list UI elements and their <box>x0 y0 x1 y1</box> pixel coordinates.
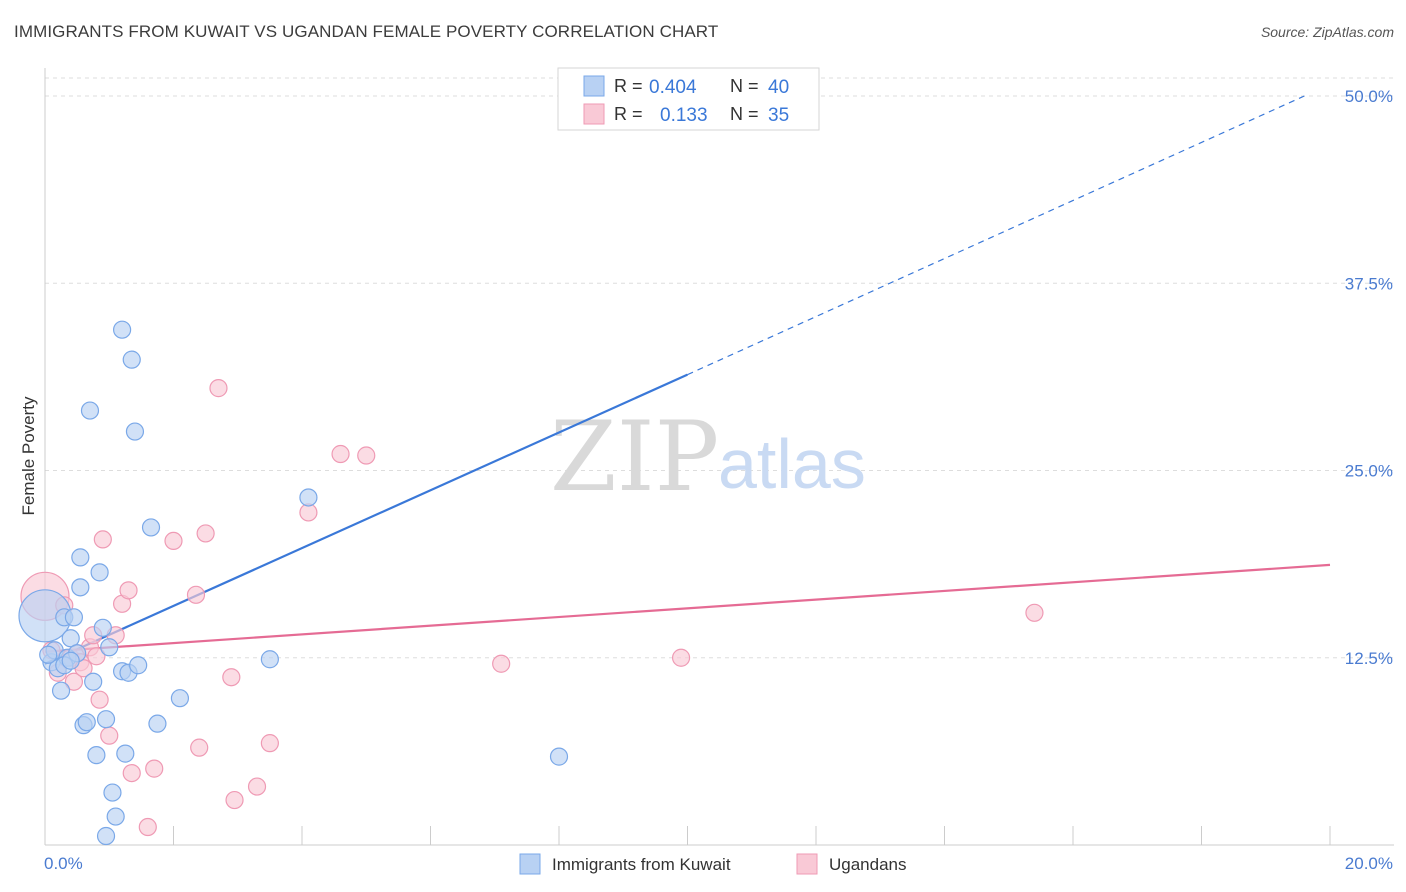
stats-n-value-kuwait: 40 <box>768 77 789 98</box>
point-ugandans <box>164 531 183 551</box>
x-tick-labels: 0.0% 20.0% <box>44 854 1393 873</box>
point-ugandans <box>87 647 106 666</box>
point-ugandans <box>492 654 511 673</box>
point-ugandans <box>93 530 112 549</box>
y-tick-label: 37.5% <box>1345 274 1393 293</box>
point-kuwait <box>549 747 569 766</box>
stats-r-value-kuwait: 0.404 <box>649 77 697 98</box>
point-ugandans <box>1025 603 1044 622</box>
point-kuwait <box>39 645 58 664</box>
point-kuwait <box>299 488 318 507</box>
point-kuwait <box>122 350 141 369</box>
watermark-zip: ZIP <box>550 401 719 513</box>
stats-r-label-kuwait: R = <box>614 76 643 96</box>
trend-line-kuwait-extension <box>687 95 1305 376</box>
point-kuwait <box>61 629 80 648</box>
point-ugandans <box>122 763 141 783</box>
y-axis-label: Female Poverty <box>19 396 38 516</box>
point-ugandans <box>196 524 215 543</box>
axes <box>44 68 1394 846</box>
trend-line-ugandans <box>44 563 1331 653</box>
trend-line-kuwait <box>44 373 688 665</box>
stats-legend-box: R = 0.404 N = 40 R = 0.133 N = 35 <box>557 67 820 131</box>
legend-swatch-ugandans[interactable] <box>796 853 818 875</box>
y-tick-labels: 12.5% 25.0% 37.5% 50.0% <box>1345 87 1393 668</box>
stats-r-value-ugandans: 0.133 <box>660 105 708 126</box>
point-ugandans <box>247 777 267 796</box>
point-ugandans <box>222 668 241 687</box>
point-ugandans <box>209 379 228 398</box>
point-ugandans <box>225 790 244 810</box>
point-kuwait <box>64 608 84 627</box>
point-kuwait <box>71 548 90 567</box>
point-kuwait <box>80 401 100 420</box>
data-points <box>18 320 1044 846</box>
point-ugandans <box>90 690 109 709</box>
legend-label-kuwait[interactable]: Immigrants from Kuwait <box>552 855 731 874</box>
point-ugandans <box>119 581 138 600</box>
point-ugandans <box>331 444 350 464</box>
point-kuwait <box>129 656 148 675</box>
point-kuwait <box>116 744 135 763</box>
point-kuwait <box>84 672 103 691</box>
point-kuwait <box>61 651 80 670</box>
point-kuwait <box>96 826 116 846</box>
point-kuwait <box>77 713 96 732</box>
point-ugandans <box>671 648 691 667</box>
point-kuwait <box>125 422 145 441</box>
point-kuwait <box>96 710 116 729</box>
chart-title: IMMIGRANTS FROM KUWAIT VS UGANDAN FEMALE… <box>14 22 719 41</box>
point-ugandans <box>190 738 209 757</box>
point-kuwait <box>106 807 125 826</box>
stats-swatch-kuwait <box>583 75 605 97</box>
legend-label-ugandans[interactable]: Ugandans <box>829 855 907 874</box>
point-kuwait <box>51 681 71 700</box>
point-kuwait <box>141 518 161 537</box>
point-kuwait <box>71 578 90 597</box>
source-credit: Source: ZipAtlas.com <box>1260 24 1394 40</box>
point-kuwait <box>170 689 190 708</box>
y-tick-label: 12.5% <box>1345 649 1393 668</box>
x-tick-label-min: 0.0% <box>44 854 83 873</box>
point-kuwait <box>148 714 167 733</box>
point-kuwait <box>90 563 109 582</box>
point-ugandans <box>357 446 376 465</box>
stats-n-label-ugandans: N = <box>730 104 759 124</box>
trend-lines <box>44 95 1331 665</box>
x-tick-label-max: 20.0% <box>1345 854 1393 873</box>
stats-swatch-ugandans <box>583 103 605 125</box>
point-ugandans <box>186 585 206 604</box>
point-ugandans <box>145 759 164 778</box>
point-kuwait <box>103 783 122 802</box>
legend-swatch-kuwait[interactable] <box>519 853 541 875</box>
point-ugandans <box>64 672 84 691</box>
gridlines <box>45 77 1394 659</box>
point-ugandans <box>138 817 157 837</box>
point-kuwait <box>112 320 132 339</box>
legend: Immigrants from Kuwait Ugandans <box>519 853 907 875</box>
point-ugandans <box>100 726 119 745</box>
stats-n-value-ugandans: 35 <box>768 105 789 126</box>
watermark-atlas: atlas <box>718 425 866 503</box>
watermark: ZIP atlas <box>550 401 866 513</box>
point-kuwait <box>93 618 112 637</box>
stats-r-label-ugandans: R = <box>614 104 643 124</box>
y-tick-label: 25.0% <box>1345 462 1393 481</box>
point-kuwait <box>87 746 106 765</box>
stats-n-label-kuwait: N = <box>730 76 759 96</box>
y-tick-label: 50.0% <box>1345 87 1393 106</box>
point-kuwait <box>260 650 279 669</box>
point-ugandans <box>260 734 279 753</box>
point-kuwait <box>100 638 119 657</box>
